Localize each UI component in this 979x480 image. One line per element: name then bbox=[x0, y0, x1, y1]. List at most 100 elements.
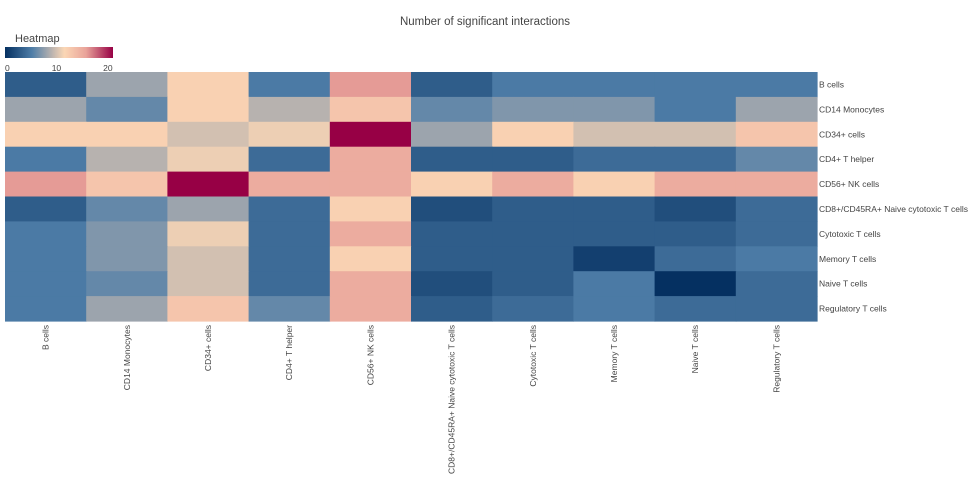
y-tick-label: Memory T cells bbox=[819, 254, 876, 264]
x-tick-label: CD56+ NK cells bbox=[365, 325, 375, 385]
heatmap-cell bbox=[167, 171, 250, 198]
heatmap-cell bbox=[167, 271, 250, 297]
heatmap-cell bbox=[735, 271, 818, 297]
heatmap-cell bbox=[248, 171, 331, 198]
heatmap-cell bbox=[167, 121, 250, 148]
chart-title: Number of significant interactions bbox=[400, 16, 570, 28]
heatmap-cell bbox=[735, 246, 818, 272]
heatmap-cell bbox=[86, 296, 168, 322]
heatmap-cell bbox=[573, 146, 656, 173]
heatmap-cell bbox=[654, 72, 737, 98]
heatmap-cell bbox=[411, 146, 493, 173]
heatmap-cell bbox=[411, 221, 493, 247]
heatmap-cell bbox=[654, 246, 737, 272]
heatmap-cell bbox=[735, 296, 818, 322]
heatmap-cell bbox=[167, 96, 250, 123]
heatmap-cells bbox=[5, 72, 818, 322]
heatmap-cell bbox=[573, 121, 656, 148]
heatmap-cell bbox=[411, 271, 493, 297]
heatmap-cell bbox=[86, 96, 168, 123]
heatmap-cell bbox=[329, 196, 412, 222]
y-tick-label: B cells bbox=[819, 79, 844, 89]
heatmap-cell bbox=[329, 121, 412, 148]
heatmap-cell bbox=[248, 271, 331, 297]
heatmap-cell bbox=[5, 196, 87, 222]
heatmap-cell bbox=[654, 171, 737, 198]
y-axis-labels: B cells CD14 Monocytes CD34+ cells CD4+ T h… bbox=[819, 79, 968, 313]
heatmap-cell bbox=[248, 121, 331, 148]
heatmap-cell bbox=[248, 72, 331, 98]
heatmap-cell bbox=[654, 271, 737, 297]
heatmap-cell bbox=[735, 171, 818, 198]
heatmap-cell bbox=[735, 221, 818, 247]
heatmap-cell bbox=[573, 221, 656, 247]
heatmap-cell bbox=[167, 246, 250, 272]
heatmap-cell bbox=[411, 196, 493, 222]
heatmap-cell bbox=[248, 296, 331, 322]
heatmap-cell bbox=[5, 96, 87, 123]
heatmap-cell bbox=[86, 246, 168, 272]
heatmap-cell bbox=[735, 96, 818, 123]
heatmap-cell bbox=[329, 296, 412, 322]
heatmap-cell bbox=[86, 221, 168, 247]
heatmap-cell bbox=[5, 121, 87, 148]
y-tick-label: CD34+ cells bbox=[819, 129, 865, 139]
x-tick-label: CD8+/CD45RA+ Naive cytotoxic T cells bbox=[447, 325, 457, 474]
heatmap-cell bbox=[654, 146, 737, 173]
heatmap-cell bbox=[5, 271, 87, 297]
heatmap-cell bbox=[411, 246, 493, 272]
heatmap-cell bbox=[654, 296, 737, 322]
heatmap-cell bbox=[492, 196, 574, 222]
heatmap-cell bbox=[492, 221, 574, 247]
heatmap-cell bbox=[492, 296, 574, 322]
x-tick-label: Cytotoxic T cells bbox=[528, 325, 538, 387]
heatmap-cell bbox=[86, 196, 168, 222]
heatmap-cell bbox=[573, 171, 656, 198]
y-tick-label: Regulatory T cells bbox=[819, 304, 887, 314]
heatmap-cell bbox=[329, 146, 412, 173]
heatmap-cell bbox=[492, 96, 574, 123]
heatmap-cell bbox=[654, 96, 737, 123]
heatmap-cell bbox=[329, 72, 412, 98]
heatmap-cell bbox=[167, 221, 250, 247]
y-tick-label: CD4+ T helper bbox=[819, 154, 874, 164]
heatmap-cell bbox=[492, 72, 574, 98]
y-tick-label: CD14 Monocytes bbox=[819, 104, 884, 114]
legend-tick-label: 20 bbox=[103, 63, 113, 73]
heatmap-cell bbox=[573, 196, 656, 222]
heatmap-cell bbox=[329, 246, 412, 272]
heatmap-cell bbox=[5, 146, 87, 173]
x-tick-label: Memory T cells bbox=[609, 325, 619, 382]
heatmap-cell bbox=[735, 121, 818, 148]
y-tick-label: CD56+ NK cells bbox=[819, 179, 879, 189]
x-tick-label: CD34+ cells bbox=[203, 325, 213, 371]
heatmap-cell bbox=[573, 246, 656, 272]
heatmap-cell bbox=[329, 171, 412, 198]
color-legend: Heatmap 0 10 20 bbox=[5, 33, 113, 73]
x-tick-label: B cells bbox=[41, 325, 51, 350]
heatmap-cell bbox=[492, 171, 574, 198]
heatmap-cell bbox=[86, 171, 168, 198]
heatmap-cell bbox=[411, 72, 493, 98]
legend-colorbar bbox=[5, 47, 113, 58]
y-tick-label: Cytotoxic T cells bbox=[819, 229, 881, 239]
heatmap-cell bbox=[248, 146, 331, 173]
legend-tick-label: 10 bbox=[52, 63, 62, 73]
heatmap-cell bbox=[329, 96, 412, 123]
heatmap-cell bbox=[654, 121, 737, 148]
heatmap-cell bbox=[492, 271, 574, 297]
heatmap-cell bbox=[411, 171, 493, 198]
heatmap-cell bbox=[86, 72, 168, 98]
heatmap-cell bbox=[492, 246, 574, 272]
x-tick-label: CD4+ T helper bbox=[284, 325, 294, 380]
heatmap-cell bbox=[654, 221, 737, 247]
heatmap-cell bbox=[654, 196, 737, 222]
heatmap-cell bbox=[248, 96, 331, 123]
heatmap-cell bbox=[248, 196, 331, 222]
heatmap-cell bbox=[573, 96, 656, 123]
heatmap-cell bbox=[411, 96, 493, 123]
x-tick-label: Naive T cells bbox=[690, 325, 700, 373]
heatmap-cell bbox=[573, 72, 656, 98]
y-tick-label: CD8+/CD45RA+ Naive cytotoxic T cells bbox=[819, 204, 968, 214]
